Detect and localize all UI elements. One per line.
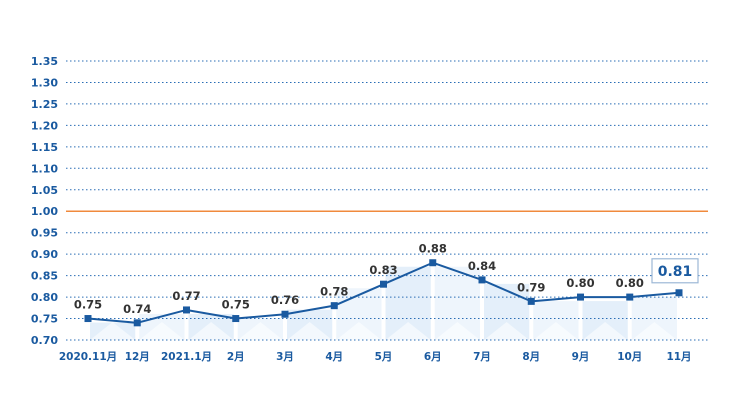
data-point (478, 276, 486, 284)
x-tick-label: 7月 (473, 351, 491, 363)
highlight-box (651, 258, 699, 284)
x-tick-label: 8月 (522, 351, 540, 363)
y-tick-label: 1.20 (31, 119, 58, 132)
data-point (380, 280, 387, 288)
bg-facet (434, 322, 480, 340)
y-tick-label: 1.05 (31, 184, 58, 197)
x-tick-label: 5月 (375, 351, 393, 363)
data-point (626, 293, 634, 301)
data-label: 0.74 (123, 302, 151, 316)
data-label: 0.81 (658, 264, 693, 280)
data-point (84, 315, 92, 323)
data-label: 0.79 (517, 280, 545, 294)
data-label: 0.83 (369, 263, 397, 277)
y-tick-label: 0.90 (31, 248, 58, 261)
data-point (281, 310, 289, 318)
bg-facet (533, 322, 579, 340)
x-axis: 2020.11月 12月 2021.1月 2月 3月 4月 5月 6月 7月 8月 9月 10月 11月 (59, 351, 692, 363)
series-line-layer (84, 259, 683, 327)
x-tick-label: 2020.11月 (59, 351, 117, 363)
data-point (133, 319, 141, 327)
x-tick-label: 12月 (125, 351, 150, 363)
x-tick-label: 2月 (227, 351, 245, 363)
data-label: 0.88 (419, 242, 447, 256)
y-tick-label: 1.15 (31, 141, 58, 154)
x-tick-label: 2021.1月 (161, 351, 212, 363)
y-tick-label: 1.30 (31, 76, 58, 89)
data-point (183, 306, 190, 314)
x-tick-label: 3月 (276, 351, 294, 363)
data-label: 0.78 (320, 285, 348, 299)
x-tick-label: 4月 (325, 351, 343, 363)
y-tick-label: 0.85 (31, 270, 58, 283)
bg-facet (237, 322, 283, 340)
data-point (330, 302, 338, 310)
grid-lines (66, 60, 708, 341)
y-tick-label: 1.10 (31, 162, 58, 175)
data-point (232, 315, 240, 323)
data-label: 0.80 (566, 276, 594, 290)
bg-facet (139, 322, 185, 340)
data-label: 0.76 (271, 293, 299, 307)
bg-facet (287, 322, 333, 340)
bg-facet (90, 322, 136, 340)
bg-facet (385, 322, 431, 340)
data-point (429, 259, 437, 267)
data-label: 0.80 (616, 276, 644, 290)
bg-facet (484, 322, 530, 340)
y-axis: 0.70 0.75 0.80 0.85 0.90 0.95 1.00 1.05 1.10 1.15… (31, 55, 58, 347)
x-tick-label: 6月 (424, 351, 442, 363)
y-tick-label: 1.35 (31, 55, 58, 68)
bg-facet (631, 322, 677, 340)
bg-facet (582, 322, 628, 340)
data-labels: 0.75 0.74 0.77 0.75 0.76 0.78 0.83 0.88 0.84 0.79… (74, 242, 699, 316)
data-label: 0.75 (74, 298, 102, 312)
y-tick-label: 1.00 (31, 205, 58, 218)
y-tick-label: 0.80 (31, 291, 58, 304)
y-tick-label: 0.70 (31, 334, 58, 347)
data-label: 0.84 (468, 259, 496, 273)
data-label: 0.75 (222, 298, 250, 312)
bg-facet (188, 322, 234, 340)
data-point (675, 289, 683, 297)
data-point (577, 293, 584, 301)
x-tick-label: 9月 (572, 351, 590, 363)
y-tick-label: 0.95 (31, 227, 58, 240)
bg-facet (336, 322, 382, 340)
y-tick-label: 1.25 (31, 98, 58, 111)
background-decoration (90, 266, 677, 340)
x-tick-label: 10月 (617, 351, 642, 363)
y-tick-label: 0.75 (31, 313, 58, 326)
data-label: 0.77 (172, 289, 200, 303)
x-tick-label: 11月 (666, 351, 691, 363)
data-point (527, 297, 535, 305)
